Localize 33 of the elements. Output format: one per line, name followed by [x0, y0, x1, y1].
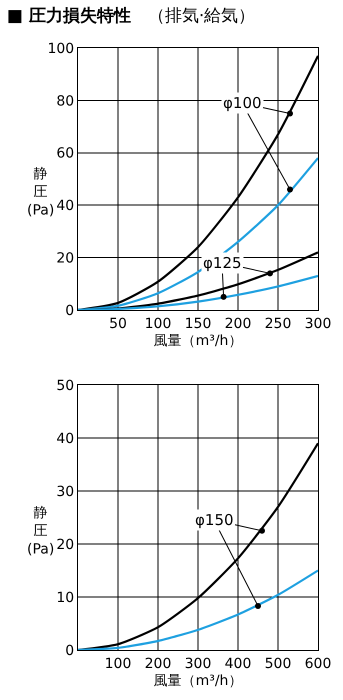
x-tick-label: 150 — [184, 316, 212, 332]
x-tick-label: 600 — [304, 656, 332, 672]
x-tick-label: 400 — [224, 656, 252, 672]
y-tick-label: 10 — [56, 590, 74, 606]
annotation: φ125 — [203, 254, 242, 272]
chart-title: ■ 圧力損失特性 — [6, 6, 131, 26]
x-tick-label: 100 — [144, 316, 172, 332]
annotation: φ100 — [223, 94, 262, 112]
y-tick-label: 0 — [65, 642, 74, 659]
x-tick-label: 300 — [184, 656, 212, 672]
chart-subtitle: （排気·給気） — [148, 6, 256, 26]
y-tick-label: 60 — [56, 146, 74, 162]
x-tick-label: 50 — [109, 316, 127, 332]
x-tick-label: 200 — [224, 316, 252, 332]
y-axis-title: 静圧(Pa) — [27, 166, 54, 218]
x-tick-label: 300 — [304, 316, 332, 332]
y-tick-label: 20 — [56, 536, 74, 553]
y-tick-label: 80 — [56, 93, 74, 110]
annotation: φ150 — [195, 511, 234, 529]
y-tick-label: 30 — [56, 484, 74, 500]
x-axis-title: 風量（m³/h） — [154, 333, 242, 350]
y-tick-label: 40 — [56, 198, 74, 214]
y-tick-label: 50 — [56, 378, 74, 394]
x-tick-label: 200 — [144, 656, 172, 672]
y-tick-label: 40 — [56, 430, 74, 447]
x-tick-label: 100 — [104, 656, 132, 672]
x-axis-title: 風量（m³/h） — [154, 673, 242, 690]
y-axis-title: 静圧(Pa) — [27, 505, 54, 558]
y-tick-label: 20 — [56, 250, 74, 266]
x-tick-label: 500 — [264, 656, 292, 672]
x-tick-label: 250 — [264, 316, 292, 332]
y-tick-label: 100 — [47, 40, 74, 57]
y-tick-label: 0 — [65, 302, 74, 319]
